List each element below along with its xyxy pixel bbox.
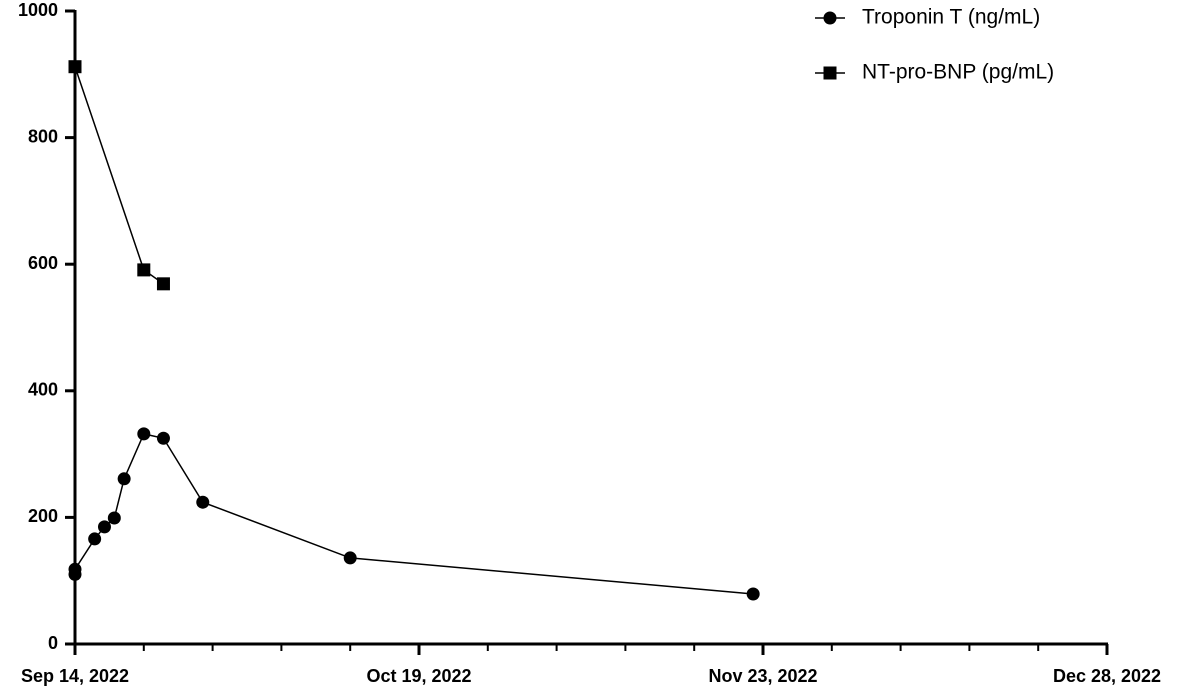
legend-marker xyxy=(823,11,837,25)
data-point xyxy=(68,562,82,576)
y-tick-label: 400 xyxy=(28,380,58,400)
data-point xyxy=(97,520,111,534)
series-line xyxy=(74,432,754,595)
data-point xyxy=(68,60,82,74)
y-tick-label: 1000 xyxy=(18,0,58,20)
data-point xyxy=(107,511,121,525)
x-tick-label: Oct 19, 2022 xyxy=(366,666,471,686)
data-point xyxy=(343,551,357,565)
legend-label: Troponin T (ng/mL) xyxy=(862,6,1040,29)
legend-marker xyxy=(823,66,837,80)
y-tick-label: 200 xyxy=(28,506,58,526)
data-point xyxy=(196,495,210,509)
data-point xyxy=(156,277,170,291)
data-point xyxy=(88,532,102,546)
x-tick-label: Nov 23, 2022 xyxy=(708,666,817,686)
data-point xyxy=(117,472,131,486)
data-point xyxy=(746,587,760,601)
x-tick-label: Dec 28, 2022 xyxy=(1053,666,1161,686)
legend-label: NT-pro-BNP (pg/mL) xyxy=(862,61,1054,84)
data-point xyxy=(156,431,170,445)
x-tick-label: Sep 14, 2022 xyxy=(21,666,129,686)
y-tick-label: 600 xyxy=(28,253,58,273)
y-tick-label: 0 xyxy=(48,633,58,653)
data-point xyxy=(137,263,151,277)
series-line xyxy=(74,66,164,285)
y-tick-label: 800 xyxy=(28,126,58,146)
data-point xyxy=(137,427,151,441)
